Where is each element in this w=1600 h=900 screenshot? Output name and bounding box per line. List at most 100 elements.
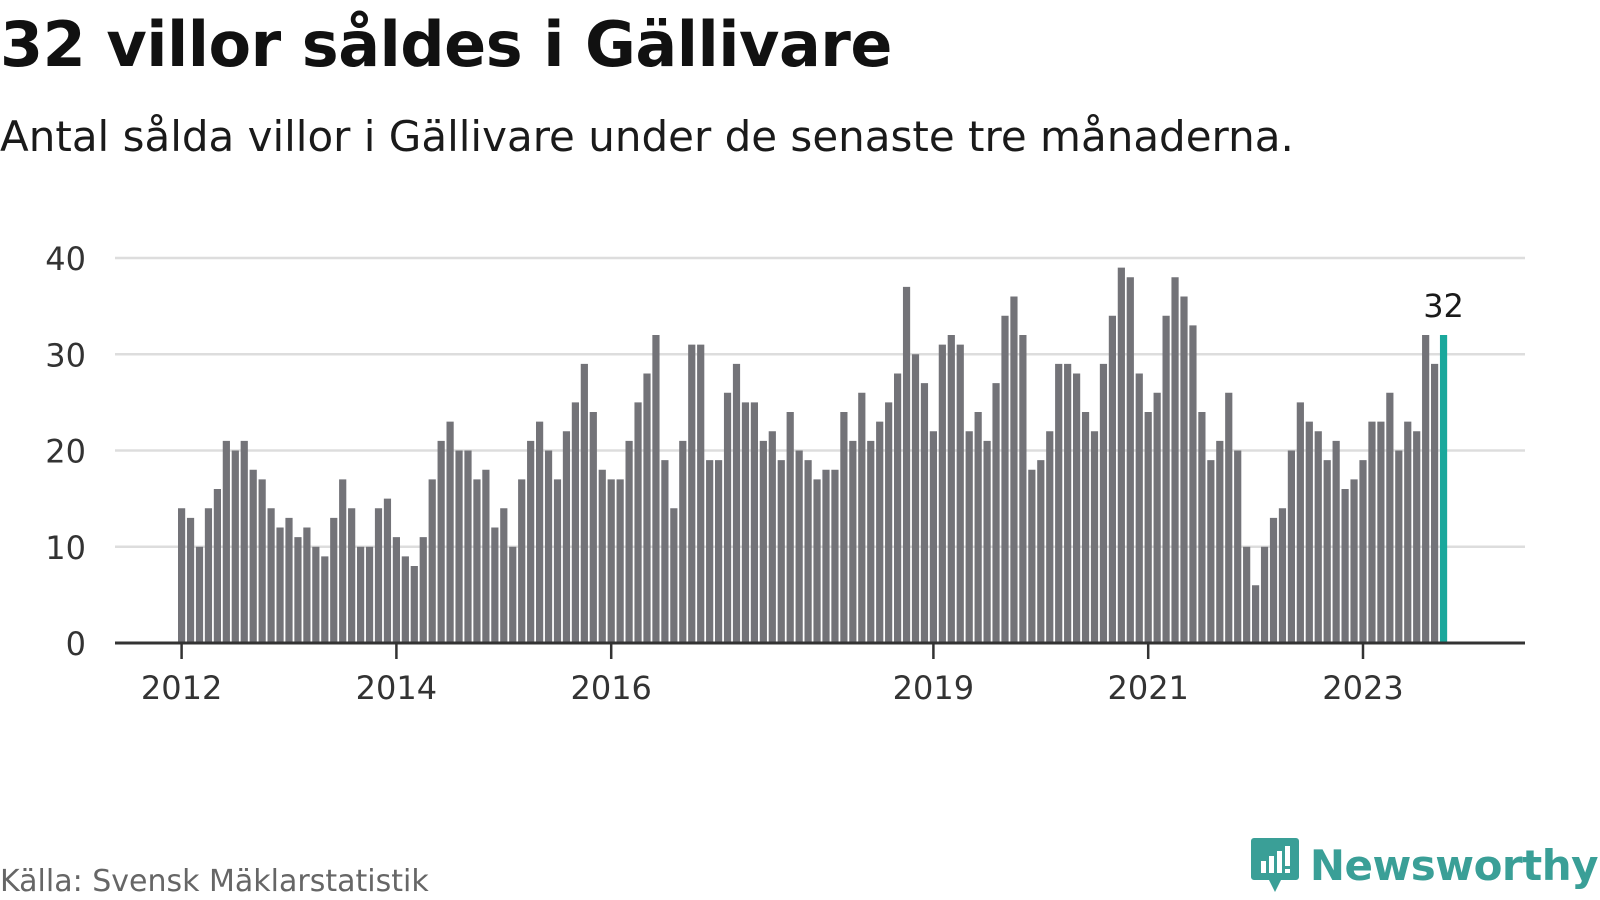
bar bbox=[392, 537, 400, 644]
bar bbox=[894, 373, 902, 643]
bar bbox=[929, 431, 937, 643]
bar bbox=[1386, 392, 1394, 643]
bar bbox=[303, 527, 311, 643]
bar-highlight bbox=[1439, 335, 1448, 643]
bar bbox=[885, 402, 893, 644]
x-tick-label-2023: 2023 bbox=[1322, 669, 1403, 707]
x-tick-label-2019: 2019 bbox=[893, 669, 974, 707]
bar bbox=[1234, 450, 1242, 643]
bar bbox=[902, 286, 911, 644]
bar bbox=[947, 335, 955, 643]
bar bbox=[1064, 363, 1072, 644]
bar bbox=[321, 556, 329, 644]
bar bbox=[1377, 421, 1385, 644]
bar bbox=[1359, 460, 1367, 644]
bar bbox=[1225, 392, 1233, 643]
bar bbox=[222, 440, 230, 644]
chart-title: 32 villor såldes i Gällivare bbox=[0, 8, 892, 81]
bar bbox=[527, 440, 535, 644]
bar bbox=[786, 412, 794, 643]
bar bbox=[1350, 479, 1358, 644]
bar bbox=[858, 392, 866, 643]
bar bbox=[1422, 335, 1430, 643]
x-tick-label-2021: 2021 bbox=[1107, 669, 1188, 707]
bar bbox=[455, 450, 463, 643]
x-tick-label-2016: 2016 bbox=[570, 669, 651, 707]
bar bbox=[1073, 373, 1081, 643]
axes bbox=[115, 641, 1525, 659]
bar bbox=[1395, 450, 1403, 643]
bar bbox=[1180, 296, 1188, 643]
bar bbox=[491, 527, 499, 643]
bar bbox=[723, 392, 732, 643]
bar bbox=[518, 479, 526, 644]
bar bbox=[589, 412, 597, 643]
bar bbox=[1019, 335, 1027, 643]
bar bbox=[544, 450, 553, 643]
bar bbox=[920, 383, 929, 644]
y-tick-label-40: 40 bbox=[45, 240, 86, 278]
y-tick-label-0: 0 bbox=[66, 625, 86, 663]
bar bbox=[777, 460, 785, 644]
bar bbox=[607, 479, 615, 644]
bar bbox=[464, 450, 472, 643]
bar bbox=[616, 479, 624, 644]
bar bbox=[178, 508, 186, 643]
bar bbox=[419, 537, 427, 644]
bar bbox=[867, 440, 875, 644]
bar bbox=[1269, 517, 1278, 644]
bar bbox=[276, 527, 284, 643]
bar bbox=[1117, 267, 1125, 644]
bar bbox=[840, 412, 848, 643]
bar bbox=[759, 440, 767, 644]
bar bbox=[357, 546, 365, 643]
bar bbox=[1010, 296, 1018, 643]
bar bbox=[267, 508, 275, 643]
bar-chart-speech-bubble-icon bbox=[1250, 838, 1299, 892]
bar bbox=[911, 354, 920, 643]
x-tick-label-2014: 2014 bbox=[356, 669, 437, 707]
bar bbox=[1296, 402, 1304, 644]
bar bbox=[553, 479, 562, 644]
bar bbox=[482, 469, 490, 643]
y-tick-label-20: 20 bbox=[45, 433, 86, 471]
bar bbox=[374, 508, 383, 643]
bar bbox=[1243, 546, 1251, 643]
bar bbox=[741, 402, 750, 644]
bar bbox=[1404, 421, 1412, 644]
bar bbox=[1153, 392, 1161, 643]
bar bbox=[1099, 363, 1108, 644]
bar bbox=[652, 335, 660, 643]
bar bbox=[1198, 412, 1206, 643]
bar bbox=[1135, 373, 1143, 643]
bar bbox=[509, 546, 517, 643]
bar bbox=[643, 373, 651, 643]
bar bbox=[661, 460, 669, 644]
bar bbox=[956, 344, 964, 644]
bar bbox=[1162, 315, 1170, 643]
bar bbox=[294, 537, 302, 644]
bar bbox=[992, 383, 1000, 644]
bar bbox=[562, 431, 571, 643]
bar bbox=[500, 508, 508, 643]
bar bbox=[1305, 421, 1313, 644]
bar bbox=[849, 440, 857, 644]
bar bbox=[795, 450, 803, 643]
bar bbox=[1189, 325, 1197, 644]
bar bbox=[1001, 315, 1009, 643]
bar bbox=[1090, 431, 1099, 643]
bar bbox=[732, 363, 741, 644]
bar-chart: 0 10 20 30 40 32 2012 2014 2016 2019 2021 2023 bbox=[45, 240, 1525, 707]
bar bbox=[312, 546, 320, 643]
brand-logo[interactable]: Newsworthy bbox=[1250, 836, 1599, 894]
bar bbox=[974, 412, 982, 643]
bar bbox=[330, 517, 338, 644]
bar bbox=[1278, 508, 1287, 643]
bar bbox=[1413, 431, 1421, 643]
bar bbox=[1368, 421, 1376, 644]
bar bbox=[1055, 363, 1063, 644]
bar bbox=[1260, 546, 1269, 643]
highlight-value-label: 32 bbox=[1423, 287, 1464, 325]
bar bbox=[1037, 460, 1045, 644]
bar bbox=[339, 479, 347, 644]
